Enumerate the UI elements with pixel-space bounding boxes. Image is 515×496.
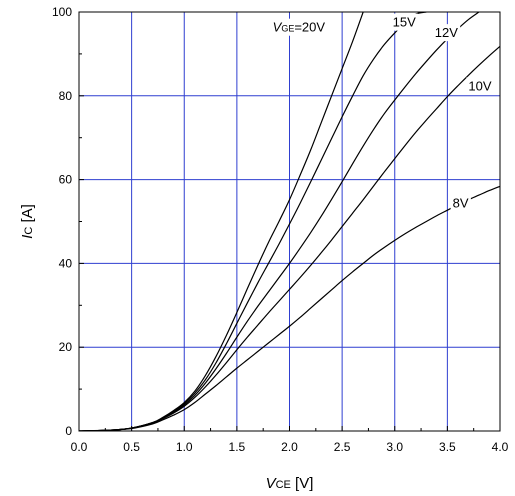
y-axis-label: IC [A] xyxy=(19,204,36,239)
x-tick-label: 2.5 xyxy=(334,440,351,454)
series-line-10v xyxy=(79,45,500,431)
series-line-8v xyxy=(79,185,500,431)
curve-label-backgrounds xyxy=(270,13,494,212)
y-axis-ticks: 0 20 40 60 80 100 xyxy=(52,5,84,438)
series-label: 10V xyxy=(468,78,491,93)
series-line-12v xyxy=(79,12,480,431)
series-label: 12V xyxy=(435,25,458,40)
series-label-bg xyxy=(390,13,419,31)
x-tick-label: 2.0 xyxy=(281,440,298,454)
series-label-bg xyxy=(450,194,471,212)
y-tick-label: 60 xyxy=(59,173,73,187)
y-tick-label: 20 xyxy=(59,340,73,354)
y-tick-label: 40 xyxy=(59,256,73,270)
y-tick-label: 0 xyxy=(65,424,72,438)
x-tick-label: 1.0 xyxy=(176,440,193,454)
x-axis-label: VCE [V] xyxy=(266,475,314,492)
x-axis-ticks: 0.0 0.5 1.0 1.5 2.0 2.5 3.0 3.5 4.0 xyxy=(71,426,509,454)
y-tick-label: 80 xyxy=(59,89,73,103)
x-tick-label: 4.0 xyxy=(492,440,509,454)
x-tick-label: 0.5 xyxy=(123,440,140,454)
x-tick-label: 3.0 xyxy=(386,440,403,454)
x-tick-label: 1.5 xyxy=(229,440,246,454)
curves xyxy=(79,12,500,431)
grid-lines xyxy=(79,12,500,431)
x-tick-label: 0.0 xyxy=(71,440,88,454)
series-label: VGE=20V xyxy=(273,20,326,35)
series-label-bg xyxy=(432,24,461,42)
curve-labels: VGE=20V 15V 12V 10V 8V xyxy=(273,15,492,211)
x-tick-label: 3.5 xyxy=(439,440,456,454)
series-label-bg xyxy=(466,77,494,95)
series-label: 8V xyxy=(453,196,469,211)
series-label: 15V xyxy=(393,15,416,30)
y-tick-label: 100 xyxy=(52,5,72,19)
series-label-bg xyxy=(270,18,328,36)
series-line-15v xyxy=(79,12,427,431)
